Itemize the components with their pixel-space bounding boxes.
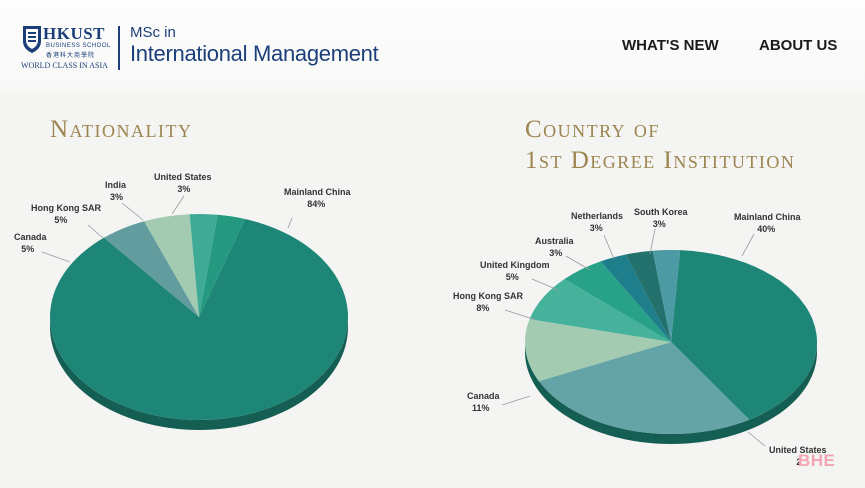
country-title-line1: Country of <box>525 116 660 143</box>
slice-label-united-states: United States <box>154 172 212 182</box>
nationality-title: Nationality <box>50 116 193 143</box>
logo-divider <box>118 26 120 70</box>
slice-value-hong-kong-sar: 8% <box>476 303 489 313</box>
pie-chart-first-degree: Mainland China 40% United States 2 Canada 11%… <box>453 207 827 467</box>
pie-slice-hong-kong-sar <box>529 279 671 342</box>
leader-line-united-states <box>171 195 185 215</box>
logo-tagline: WORLD CLASS IN ASIA <box>21 61 108 70</box>
leader-line-canada <box>41 251 71 263</box>
leader-line-india <box>121 202 144 221</box>
pie-slice-india <box>189 214 218 317</box>
slice-label-india: India <box>105 180 127 190</box>
leader-line-australia <box>565 255 591 271</box>
slice-label-canada: Canada <box>467 391 501 401</box>
leader-line-mainland-china <box>287 217 293 229</box>
crest-icon <box>23 26 41 53</box>
country-title-line2: 1st Degree Institution <box>525 147 796 174</box>
slice-label-canada: Canada <box>14 232 48 242</box>
logo-subtitle: BUSINESS SCHOOL <box>46 43 111 49</box>
slice-value-india: 3% <box>110 192 123 202</box>
pie-slice-mainland-china <box>49 219 348 420</box>
hkust-logo[interactable]: HKUST BUSINESS SCHOOL 香港科大商學院 WORLD CLAS… <box>21 24 121 74</box>
slice-label-australia: Australia <box>535 236 575 246</box>
slice-label-mainland-china: Mainland China <box>734 212 801 222</box>
leader-line-united-states <box>747 431 766 447</box>
leader-line-hong-kong-sar <box>504 309 537 321</box>
leader-line-canada <box>501 395 531 406</box>
country-title: Country of 1st Degree Institution <box>525 114 795 176</box>
pie-slice-hong-kong-sar <box>144 214 199 317</box>
slice-value-united-states: 3% <box>177 184 190 194</box>
slice-value-south-korea: 3% <box>653 219 666 229</box>
slice-value-mainland-china: 84% <box>307 199 325 209</box>
slice-label-hong-kong-sar: Hong Kong SAR <box>31 203 101 213</box>
nav-about-us[interactable]: ABOUT US <box>759 37 838 54</box>
slice-value-hong-kong-sar: 5% <box>54 215 67 225</box>
program-title-line2: International Management <box>130 41 379 66</box>
slice-value-australia: 3% <box>549 248 562 258</box>
slice-value-canada: 11% <box>472 403 490 413</box>
pie-slice-canada <box>104 221 199 317</box>
nav-whats-new[interactable]: WHAT'S NEW <box>622 37 719 54</box>
leader-line-netherlands <box>603 234 615 260</box>
pie-slice-mainland-china <box>671 250 817 420</box>
site-header: HKUST BUSINESS SCHOOL 香港科大商學院 WORLD CLAS… <box>0 0 865 92</box>
leader-line-south-korea <box>649 228 656 255</box>
slice-label-united-kingdom: United Kingdom <box>480 260 550 270</box>
program-title-line1: MSc in <box>130 24 176 41</box>
slice-label-hong-kong-sar: Hong Kong SAR <box>453 291 523 301</box>
slice-value-mainland-china: 40% <box>757 224 775 234</box>
pie-chart-nationality: Mainland China 84% Canada 5% Hong Kong SAR 5%… <box>14 172 351 430</box>
pie-slice-united-states <box>538 342 750 434</box>
slice-label-netherlands: Netherlands <box>571 211 623 221</box>
pie-slice-netherlands <box>625 250 671 342</box>
slice-label-united-states: United States <box>769 445 827 455</box>
pie-slice-canada <box>525 319 671 382</box>
slice-label-south-korea: South Korea <box>634 207 688 217</box>
slice-value-canada: 5% <box>21 244 34 254</box>
leader-line-mainland-china <box>741 233 755 257</box>
slice-value-united-states: 2 <box>796 457 801 467</box>
leader-line-united-kingdom <box>531 278 559 291</box>
pie-slice-south-korea <box>652 250 681 342</box>
leader-line-hong-kong-sar <box>87 224 104 239</box>
watermark: BHE <box>798 451 836 470</box>
logo-chinese: 香港科大商學院 <box>46 53 96 59</box>
pie-slice-united-kingdom <box>564 261 671 342</box>
slice-label-mainland-china: Mainland China <box>284 187 351 197</box>
pie-slice-australia <box>600 254 671 342</box>
logo-name: HKUST <box>43 24 106 43</box>
slice-value-netherlands: 3% <box>590 223 603 233</box>
pie-slice-united-states <box>199 214 246 317</box>
slice-value-united-kingdom: 5% <box>506 272 519 282</box>
